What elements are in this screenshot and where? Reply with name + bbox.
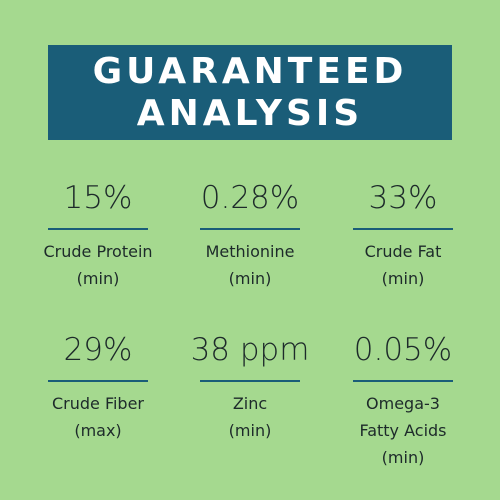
divider [200,380,300,382]
item-label: Crude Protein [43,242,153,261]
item-value: 33% [368,180,438,216]
analysis-item: 0.28% Methionine (min) [175,178,325,292]
item-label: Fatty Acids [359,421,447,440]
item-label: Crude Fiber [51,394,145,413]
divider [200,228,300,230]
item-label: (min) [381,448,425,467]
divider [353,380,453,382]
analysis-item: 33% Crude Fat (min) [328,178,478,292]
item-value: 38 ppm [190,332,310,368]
item-label: Crude Fat [364,242,442,261]
item-value: 29% [63,332,133,368]
divider [353,228,453,230]
analysis-item: 15% Crude Protein (min) [23,178,173,292]
analysis-item: 38 ppm Zinc (min) [175,330,325,444]
item-label: Zinc [232,394,268,413]
item-value: 0.28% [200,180,300,216]
divider [48,228,148,230]
item-label: Methionine [205,242,295,261]
item-value: 0.05% [353,332,453,368]
item-label: (min) [381,269,425,288]
title-banner: GUARANTEED ANALYSIS [48,45,452,140]
divider [48,380,148,382]
item-label: (min) [76,269,120,288]
title-line: ANALYSIS [136,92,364,134]
title-line: GUARANTEED [92,50,408,92]
item-label: Omega-3 [366,394,440,413]
item-label: (min) [228,269,272,288]
item-label: (min) [228,421,272,440]
analysis-item: 0.05% Omega-3 Fatty Acids (min) [328,330,478,471]
analysis-item: 29% Crude Fiber (max) [23,330,173,444]
item-label: (max) [74,421,122,440]
item-value: 15% [63,180,133,216]
